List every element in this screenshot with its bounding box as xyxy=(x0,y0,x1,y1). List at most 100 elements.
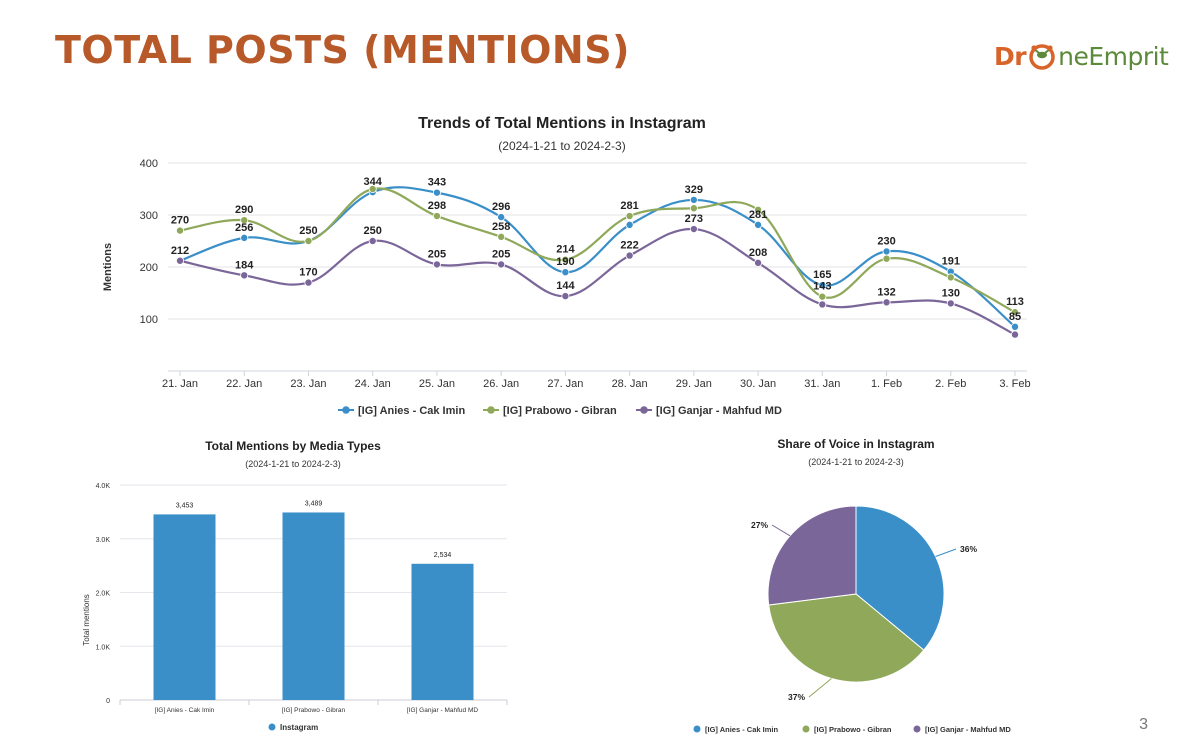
line-point-ganjar-mahfud-md[interactable] xyxy=(818,300,827,309)
logo-text-left: Dr xyxy=(994,41,1027,71)
line-point-prabowo-gibran[interactable] xyxy=(304,236,313,245)
line-data-label: 273 xyxy=(685,213,703,225)
pie-data-label: 36% xyxy=(960,544,977,554)
legend-marker xyxy=(342,406,350,414)
line-point-ganjar-mahfud-md[interactable] xyxy=(175,256,184,265)
line-legend-item-ganjar-mahfud-md[interactable]: [IG] Ganjar - Mahfud MD xyxy=(636,405,782,417)
bar-anies-cak-imin[interactable] xyxy=(153,514,216,700)
line-point-prabowo-gibran[interactable] xyxy=(625,212,634,221)
pie-legend-item-ganjar-mahfud-md[interactable]: [IG] Ganjar - Mahfud MD xyxy=(913,725,1012,734)
page-number: 3 xyxy=(1139,716,1148,733)
line-point-anies-cak-imin[interactable] xyxy=(240,233,249,242)
line-data-label: 343 xyxy=(428,177,446,189)
line-x-tick-label: 22. Jan xyxy=(226,378,262,390)
line-data-label: 281 xyxy=(620,200,638,212)
line-data-label: 144 xyxy=(556,280,575,292)
line-point-prabowo-gibran[interactable] xyxy=(432,212,441,221)
line-point-ganjar-mahfud-md[interactable] xyxy=(368,236,377,245)
bar-data-label: 3,453 xyxy=(176,502,194,509)
line-legend-item-prabowo-gibran[interactable]: [IG] Prabowo - Gibran xyxy=(483,405,617,417)
line-point-ganjar-mahfud-md[interactable] xyxy=(625,251,634,260)
line-data-label: 214 xyxy=(556,244,575,256)
line-point-prabowo-gibran[interactable] xyxy=(818,292,827,301)
pie-slice-prabowo-gibran[interactable] xyxy=(768,593,925,683)
bar-x-tick-label: [IG] Anies - Cak Imin xyxy=(155,707,215,714)
line-y-tick-label: 200 xyxy=(140,262,158,274)
line-point-prabowo-gibran[interactable] xyxy=(689,204,698,213)
line-x-tick-label: 26. Jan xyxy=(483,378,519,390)
line-point-anies-cak-imin[interactable] xyxy=(561,268,570,277)
line-data-label: 132 xyxy=(877,286,895,298)
bar-prabowo-gibran[interactable] xyxy=(282,512,345,700)
line-series-prabowo-gibran xyxy=(179,187,1016,314)
line-point-ganjar-mahfud-md[interactable] xyxy=(561,292,570,301)
line-point-prabowo-gibran[interactable] xyxy=(240,216,249,225)
line-point-ganjar-mahfud-md[interactable] xyxy=(882,298,891,307)
legend-label: [IG] Anies - Cak Imin xyxy=(705,725,778,734)
bar-ganjar-mahfud-md[interactable] xyxy=(411,563,474,700)
line-point-ganjar-mahfud-md[interactable] xyxy=(497,260,506,269)
bar-data-label: 2,534 xyxy=(434,552,452,559)
line-point-anies-cak-imin[interactable] xyxy=(625,220,634,229)
pie-slice-ganjar-mahfud-md[interactable] xyxy=(767,505,857,606)
line-x-tick-label: 24. Jan xyxy=(355,378,391,390)
line-point-ganjar-mahfud-md[interactable] xyxy=(432,260,441,269)
pie-data-label: 37% xyxy=(788,692,805,702)
line-data-label: 230 xyxy=(877,235,895,247)
line-point-ganjar-mahfud-md[interactable] xyxy=(946,299,955,308)
line-data-label: 344 xyxy=(364,176,383,188)
line-point-prabowo-gibran[interactable] xyxy=(497,232,506,241)
line-point-anies-cak-imin[interactable] xyxy=(754,220,763,229)
pie-legend-item-prabowo-gibran[interactable]: [IG] Prabowo - Gibran xyxy=(802,725,892,734)
line-point-ganjar-mahfud-md[interactable] xyxy=(689,225,698,234)
line-data-label: 250 xyxy=(364,225,382,237)
bar-legend-item-instagram[interactable]: Instagram xyxy=(268,723,319,732)
line-point-prabowo-gibran[interactable] xyxy=(754,205,763,214)
pie-legend-item-anies-cak-imin[interactable]: [IG] Anies - Cak Imin xyxy=(693,725,779,734)
line-point-ganjar-mahfud-md[interactable] xyxy=(240,271,249,280)
bar-y-tick-label: 0 xyxy=(106,698,110,705)
legend-label: [IG] Ganjar - Mahfud MD xyxy=(925,725,1011,734)
legend-marker xyxy=(268,723,276,731)
pie-connector xyxy=(771,524,791,537)
legend-label: [IG] Prabowo - Gibran xyxy=(814,725,892,734)
line-point-anies-cak-imin[interactable] xyxy=(882,247,891,256)
line-legend-item-anies-cak-imin[interactable]: [IG] Anies - Cak Imin xyxy=(338,405,465,417)
line-point-prabowo-gibran[interactable] xyxy=(882,254,891,263)
line-data-label: 208 xyxy=(749,247,767,259)
line-data-label: 212 xyxy=(171,245,189,257)
line-data-label: 329 xyxy=(685,184,703,196)
line-point-anies-cak-imin[interactable] xyxy=(497,213,506,222)
line-data-label: 256 xyxy=(235,222,253,234)
line-point-anies-cak-imin[interactable] xyxy=(432,188,441,197)
line-x-tick-label: 31. Jan xyxy=(804,378,840,390)
line-data-label: 130 xyxy=(942,287,960,299)
line-y-tick-label: 300 xyxy=(140,210,158,222)
line-data-label: 222 xyxy=(620,240,638,252)
bar-y-tick-label: 3.0K xyxy=(96,537,111,544)
line-point-prabowo-gibran[interactable] xyxy=(946,273,955,282)
line-point-ganjar-mahfud-md[interactable] xyxy=(304,278,313,287)
line-point-prabowo-gibran[interactable] xyxy=(368,185,377,194)
line-point-anies-cak-imin[interactable] xyxy=(818,281,827,290)
line-data-label: 270 xyxy=(171,215,189,227)
legend-marker xyxy=(640,406,648,414)
pie-data-label: 27% xyxy=(751,520,768,530)
pie-slice-anies-cak-imin[interactable] xyxy=(855,505,945,651)
pie-chart: Share of Voice in Instagram (2024-1-21 t… xyxy=(693,437,1012,734)
line-data-label: 113 xyxy=(1006,296,1024,308)
line-x-tick-label: 3. Feb xyxy=(999,378,1030,390)
line-point-ganjar-mahfud-md[interactable] xyxy=(1011,330,1020,339)
line-x-tick-label: 30. Jan xyxy=(740,378,776,390)
line-point-anies-cak-imin[interactable] xyxy=(1011,322,1020,331)
line-point-prabowo-gibran[interactable] xyxy=(175,226,184,235)
line-chart-y-axis-label: Mentions xyxy=(102,243,114,291)
line-point-ganjar-mahfud-md[interactable] xyxy=(754,258,763,267)
line-point-prabowo-gibran[interactable] xyxy=(1011,308,1020,317)
line-point-anies-cak-imin[interactable] xyxy=(689,195,698,204)
bar-x-tick-label: [IG] Ganjar - Mahfud MD xyxy=(407,707,478,714)
line-data-label: 250 xyxy=(299,225,317,237)
line-data-label: 85 xyxy=(1009,311,1021,323)
line-point-prabowo-gibran[interactable] xyxy=(561,255,570,264)
legend-label: [IG] Prabowo - Gibran xyxy=(503,405,617,417)
